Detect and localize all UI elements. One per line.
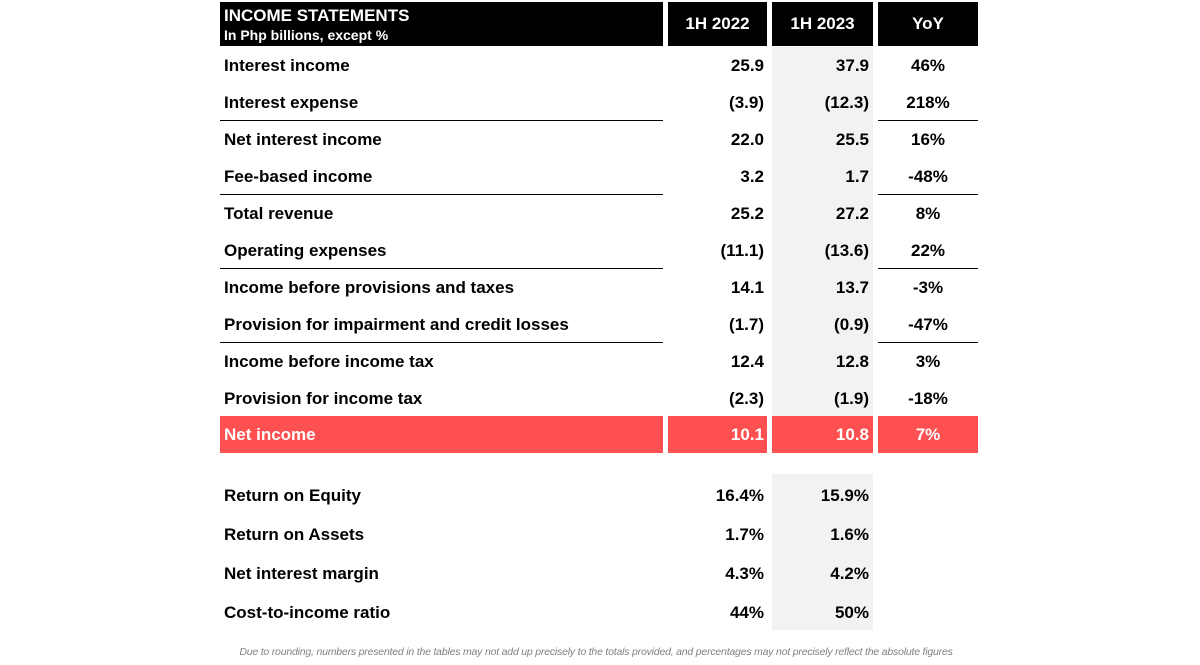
value-1h-2023: 4.2% [830,564,869,583]
value-1h-2023: 15.9% [820,486,869,505]
ratio-row: Net interest margin 4.3% 4.2% [220,554,978,593]
row-label: Net income [224,425,316,444]
net-income-highlight [220,416,663,453]
value-1h-2022: 12.4 [730,352,764,371]
value-1h-2022: 3.2 [740,167,764,186]
column-header-yoy: YoY [878,2,978,46]
rounding-footnote: Due to rounding, numbers presented in th… [239,646,953,658]
value-yoy: 7% [915,425,941,444]
value-1h-2022: (11.1) [720,241,764,260]
value-yoy: 8% [915,204,941,223]
table-row: Net interest income 22.0 25.5 16% [220,121,978,158]
divider [878,194,978,195]
row-label: Income before income tax [224,352,434,371]
table-row: Provision for impairment and credit loss… [220,306,978,343]
value-1h-2022: 4.3% [725,564,764,583]
value-1h-2023: 50% [834,603,869,622]
value-1h-2023: (12.3) [824,93,869,112]
table-row: Interest expense (3.9) (12.3) 218% [220,84,978,121]
divider [878,120,978,121]
ratio-row: Cost-to-income ratio 44% 50% [220,593,978,632]
value-1h-2022: (1.7) [729,315,764,334]
divider [878,342,978,343]
value-1h-2023: 1.7 [845,167,869,186]
value-yoy: 218% [906,93,950,112]
value-1h-2022: 16.4% [715,486,764,505]
ratio-row: Return on Assets 1.7% 1.6% [220,515,978,554]
value-yoy: 46% [910,56,946,75]
column-header-1h-2022: 1H 2022 [668,2,767,46]
value-yoy: 22% [910,241,946,260]
net-income-row: Net income 10.1 10.8 7% [220,416,978,453]
divider [220,268,663,269]
table-subtitle: In Php billions, except % [224,27,389,43]
table-row: Total revenue 25.2 27.2 8% [220,195,978,232]
row-label: Fee-based income [224,167,373,186]
value-1h-2023: 10.8 [835,425,869,444]
table-row: Fee-based income 3.2 1.7 -48% [220,158,978,195]
ratio-label: Return on Equity [224,486,361,505]
row-label: Interest expense [224,93,359,112]
value-yoy: 16% [910,130,946,149]
value-1h-2022: 44% [729,603,764,622]
row-label: Operating expenses [224,241,387,260]
value-1h-2022: 10.1 [730,425,764,444]
table-row: Interest income 25.9 37.9 46% [220,47,978,84]
net-income-highlight [668,416,767,453]
table-header-label: INCOME STATEMENTS In Php billions, excep… [220,2,663,46]
value-1h-2023: (13.6) [824,241,869,260]
value-1h-2023: 13.7 [835,278,869,297]
value-1h-2022: 22.0 [730,130,764,149]
ratio-row: Return on Equity 16.4% 15.9% [220,476,978,515]
table-title: INCOME STATEMENTS [224,6,410,25]
ratio-label: Net interest margin [224,564,379,583]
row-label: Interest income [224,56,350,75]
value-yoy: -47% [908,315,948,334]
value-yoy: -3% [912,278,944,297]
net-income-highlight [772,416,873,453]
value-1h-2023: 25.5 [835,130,869,149]
value-1h-2022: 25.2 [730,204,764,223]
value-1h-2022: (3.9) [729,93,764,112]
value-yoy: -18% [908,389,948,408]
value-yoy: -48% [908,167,948,186]
value-1h-2022: (2.3) [729,389,764,408]
divider [220,194,663,195]
table-row: Income before provisions and taxes 14.1 … [220,269,978,306]
table-row: Income before income tax 12.4 12.8 3% [220,343,978,380]
row-label: Provision for income tax [224,389,423,408]
current-period-shade-ratios [772,474,873,630]
value-1h-2023: 37.9 [835,56,869,75]
divider [878,268,978,269]
value-1h-2023: (1.9) [834,389,869,408]
row-label: Provision for impairment and credit loss… [224,315,569,334]
ratio-label: Return on Assets [224,525,365,544]
column-header-1h-2023: 1H 2023 [772,2,873,46]
table-row: Operating expenses (11.1) (13.6) 22% [220,232,978,269]
value-1h-2023: (0.9) [834,315,869,334]
value-1h-2023: 27.2 [835,204,869,223]
value-1h-2023: 1.6% [830,525,869,544]
divider [220,342,663,343]
row-label: Income before provisions and taxes [224,278,515,297]
value-1h-2022: 25.9 [730,56,764,75]
value-1h-2022: 14.1 [730,278,764,297]
net-income-highlight [878,416,978,453]
value-1h-2022: 1.7% [725,525,764,544]
ratio-label: Cost-to-income ratio [224,603,391,622]
row-label: Total revenue [224,204,334,223]
divider [220,120,663,121]
table-row: Provision for income tax (2.3) (1.9) -18… [220,380,978,417]
value-1h-2023: 12.8 [835,352,869,371]
row-label: Net interest income [224,130,382,149]
value-yoy: 3% [915,352,941,371]
current-period-shade [772,47,873,416]
